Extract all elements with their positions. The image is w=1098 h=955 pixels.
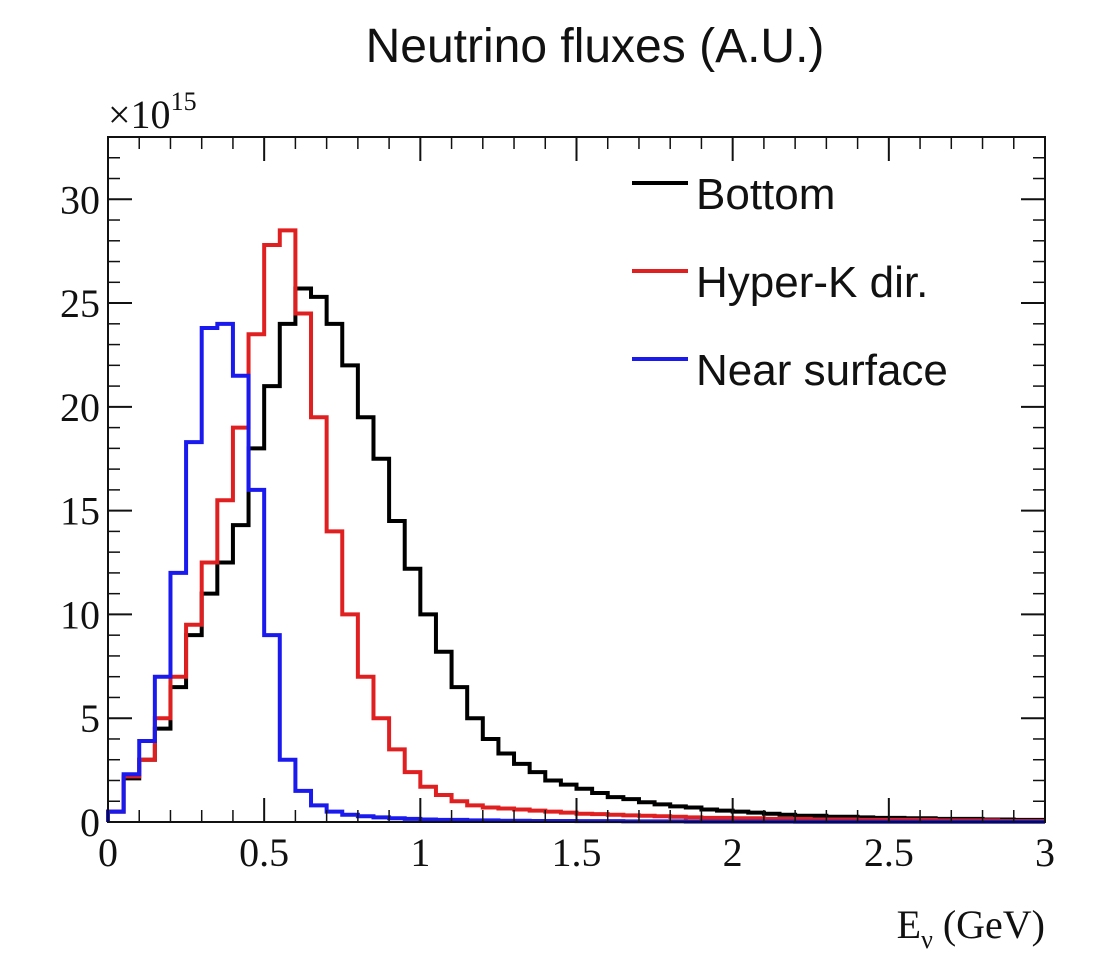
y-tick-label: 20	[60, 385, 100, 430]
y-tick-label: 10	[60, 592, 100, 637]
legend: Bottom Hyper-K dir. Near surface	[632, 170, 948, 395]
legend-label: Bottom	[696, 170, 835, 219]
x-tick-label: 2	[723, 830, 743, 875]
legend-label: Near surface	[696, 346, 948, 395]
series-near-surface-line	[106, 321, 1045, 824]
y-multiplier: ×1015	[108, 87, 197, 137]
y-tick-label: 30	[60, 177, 100, 222]
y-tick-label: 15	[60, 489, 100, 534]
series-hyper-k-dir-line	[106, 228, 1045, 823]
x-axis-label: Eν (GeV)	[897, 902, 1045, 954]
series-layer	[106, 228, 1045, 824]
plot-frame	[107, 136, 1046, 823]
x-tick-label: 0.5	[239, 830, 289, 875]
legend-label: Hyper-K dir.	[696, 258, 928, 307]
y-tick-label: 25	[60, 281, 100, 326]
x-tick-label: 0	[98, 830, 118, 875]
x-tick-label: 1	[410, 830, 430, 875]
x-tick-label: 2.5	[864, 830, 914, 875]
y-tick-label: 5	[80, 696, 100, 741]
x-tick-labels: 0 0.5 1 1.5 2 2.5 3	[98, 830, 1055, 875]
y-tick-labels: 0 5 10 15 20 25 30	[60, 177, 100, 845]
chart-title: Neutrino fluxes (A.U.)	[366, 20, 825, 73]
y-tick-label: 0	[80, 800, 100, 845]
x-tick-label: 3	[1035, 830, 1055, 875]
ticks-layer	[107, 136, 1046, 823]
x-tick-label: 1.5	[552, 830, 602, 875]
